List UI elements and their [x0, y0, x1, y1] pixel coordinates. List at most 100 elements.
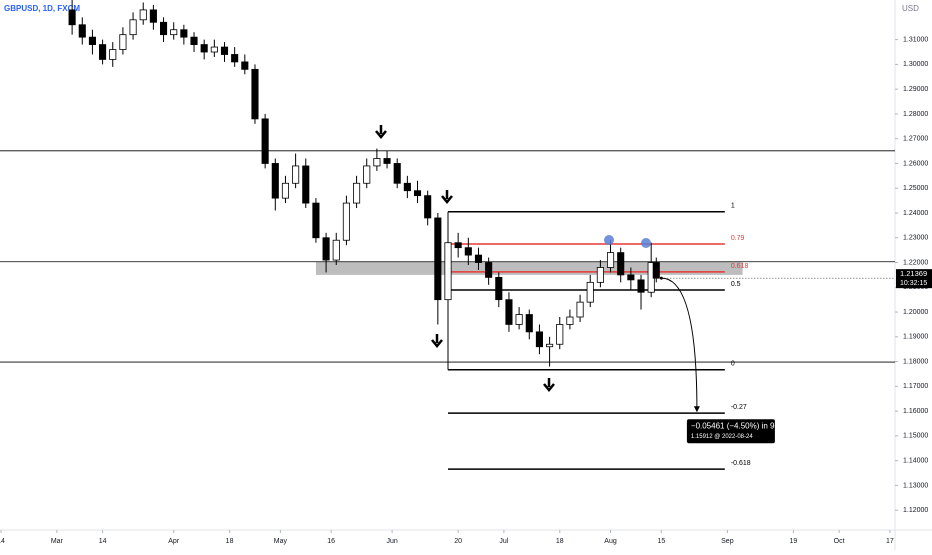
candle-body	[403, 182, 411, 192]
y-tick-label: 1.29000	[903, 86, 928, 93]
x-tick-label: Aug	[604, 538, 617, 545]
candle-body	[170, 29, 178, 36]
fib-label: -0.618	[731, 460, 751, 467]
y-tick-label: 1.26000	[903, 160, 928, 167]
x-tick-label: 20	[454, 538, 462, 545]
projection-box	[686, 419, 775, 444]
candle-body	[68, 9, 76, 26]
x-tick-label: 14	[0, 538, 5, 545]
candle-body	[322, 237, 330, 261]
y-tick-label: 1.28000	[903, 111, 928, 118]
fib-label: 0.618	[731, 263, 749, 270]
x-tick-label: Mar	[51, 538, 64, 545]
candle-body	[454, 242, 462, 249]
candle-body	[535, 331, 543, 348]
candle-body	[434, 217, 442, 301]
y-tick-label: 1.15000	[903, 433, 928, 440]
candle-body	[159, 21, 168, 36]
candle-body	[353, 182, 361, 204]
fib-label: 0.5	[731, 281, 741, 288]
y-tick-label: 1.18000	[903, 358, 928, 365]
candle-body	[363, 165, 371, 184]
fib-label: 0.79	[731, 235, 745, 242]
last-price-tag	[896, 269, 932, 289]
x-tick-label: Sep	[721, 538, 734, 545]
candle-body	[78, 24, 86, 38]
candle-body	[424, 195, 432, 219]
arrow	[441, 190, 453, 204]
candle-body	[393, 163, 401, 184]
candle-body	[627, 274, 635, 281]
candle-body	[546, 343, 554, 348]
candle-body	[383, 158, 391, 164]
chart-title: GBPUSD, 1D, FXCM	[4, 4, 80, 13]
projection-change: −0.05461 (−4.50%) in 9d	[691, 421, 779, 430]
candle-body	[231, 54, 239, 63]
x-tick-label: 19	[790, 538, 798, 545]
candle-body	[312, 202, 320, 239]
fib-label: 1	[731, 203, 735, 210]
candle-body	[241, 61, 249, 70]
candle-body	[617, 252, 625, 276]
x-tick-label: May	[274, 538, 288, 545]
x-tick-label: Jun	[386, 538, 397, 545]
x-tick-label: 18	[556, 538, 564, 545]
candle-body	[444, 242, 452, 301]
x-tick-label: Apr	[168, 538, 180, 545]
candle-body	[606, 252, 615, 268]
highlight	[604, 235, 614, 245]
candle-body	[474, 254, 483, 263]
candle-body	[464, 247, 472, 256]
candle-body	[271, 163, 279, 199]
x-tick-label: Oct	[834, 538, 845, 545]
candle-body	[190, 36, 198, 45]
candle-body	[556, 324, 564, 345]
candle-body	[88, 36, 96, 45]
zone	[315, 261, 743, 275]
projection-curve	[661, 277, 698, 410]
x-tick-label: 14	[99, 538, 107, 545]
y-tick-label: 1.22000	[903, 259, 928, 266]
candle-body	[342, 202, 350, 241]
y-tick-label: 1.31000	[903, 36, 928, 43]
candle-body	[210, 46, 218, 53]
y-tick-label: 1.19000	[903, 334, 928, 341]
x-tick-label: 16	[327, 538, 335, 545]
candle-body	[292, 165, 300, 184]
candle-body	[99, 44, 107, 60]
candle-body	[281, 182, 290, 199]
candle-body	[261, 118, 269, 164]
y-tick-label: 1.13000	[903, 482, 928, 489]
y-tick-label: 1.12000	[903, 507, 928, 514]
fib-label: 0	[731, 361, 735, 368]
candle-body	[139, 9, 147, 21]
y-tick-label: 1.14000	[903, 457, 928, 464]
y-tick-label: 1.24000	[903, 210, 928, 217]
candle-body	[566, 316, 574, 325]
candle-body	[586, 281, 594, 303]
candle-body	[109, 49, 117, 60]
candle-body	[200, 44, 208, 53]
candle-body	[505, 299, 513, 325]
candle-body	[576, 301, 584, 318]
fib-label: -0.27	[731, 404, 747, 411]
candle-body	[515, 314, 523, 325]
arrow	[543, 378, 555, 392]
projection-arrowhead	[693, 406, 700, 413]
arrow	[431, 334, 443, 348]
currency-label: USD	[902, 4, 919, 13]
candle-body	[652, 262, 660, 279]
x-tick-label: 17	[886, 538, 894, 545]
annotations	[375, 125, 555, 392]
candle-body	[525, 314, 533, 333]
candle-body	[413, 190, 422, 197]
candle-body	[119, 34, 127, 50]
y-tick-label: 1.20000	[903, 309, 928, 316]
x-tick-label: Jul	[499, 538, 508, 545]
candle-body	[332, 239, 340, 261]
y-tick-label: 1.30000	[903, 61, 928, 68]
y-tick-label: 1.27000	[903, 136, 928, 143]
countdown: 10:32:15	[900, 280, 927, 287]
candle-body	[485, 262, 493, 278]
